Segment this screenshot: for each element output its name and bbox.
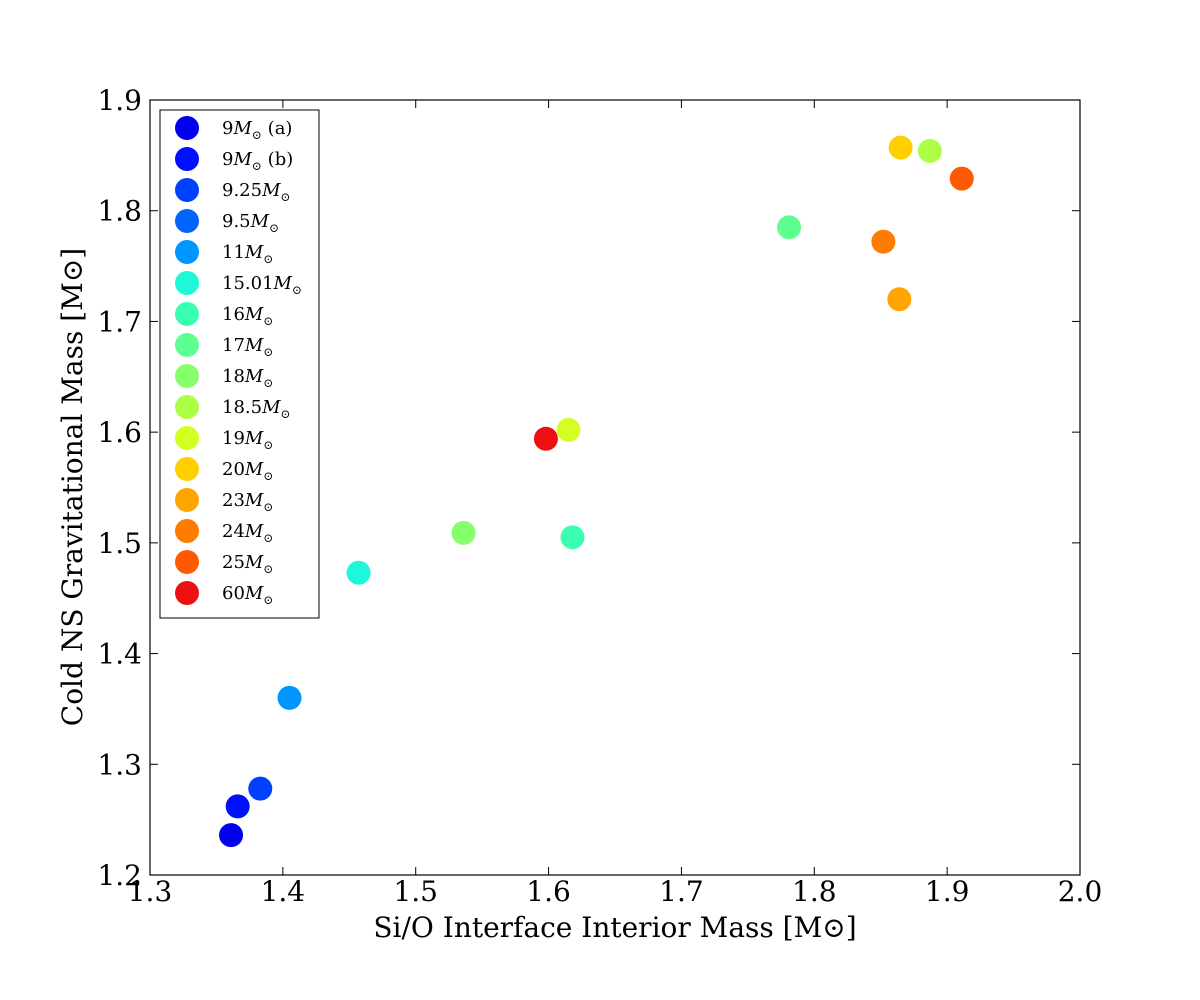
legend-label: 19M⊙ <box>222 428 273 452</box>
x-tick-label: 1.7 <box>659 875 704 908</box>
y-tick-label: 1.5 <box>97 527 142 560</box>
legend-label: 9.5M⊙ <box>222 211 279 235</box>
legend-label: 18M⊙ <box>222 366 273 390</box>
x-tick-label: 2.0 <box>1058 875 1103 908</box>
legend-label: 25M⊙ <box>222 552 273 576</box>
points-layer <box>219 135 974 848</box>
legend-marker <box>175 488 199 512</box>
legend-label: 20M⊙ <box>222 459 273 483</box>
legend-label: 9.25M⊙ <box>222 180 291 204</box>
data-point <box>949 166 974 191</box>
data-point <box>219 823 244 848</box>
x-tick-label: 1.4 <box>261 875 306 908</box>
ticks-layer: 1.3 1.4 1.5 1.6 1.7 1.8 1.9 2.01.21.31.41.51.61… <box>97 84 1102 908</box>
legend-marker <box>175 209 199 233</box>
data-point <box>871 229 896 254</box>
y-tick-label: 1.4 <box>97 638 142 671</box>
data-point <box>917 138 942 163</box>
x-tick-label: 1.5 <box>393 875 438 908</box>
data-point <box>277 685 302 710</box>
legend-marker <box>175 240 199 264</box>
data-point <box>560 525 585 550</box>
legend-marker <box>175 116 199 140</box>
legend-marker <box>175 271 199 295</box>
legend: 9M⊙ (a) 9M⊙ (b) 9.25M⊙ 9.5M⊙ 11M⊙ 15.01M⊙ 16M⊙… <box>159 109 320 619</box>
legend-label: 9M⊙ (a) <box>222 118 292 142</box>
data-point <box>248 776 273 801</box>
data-point <box>533 426 558 451</box>
y-tick-label: 1.6 <box>97 416 142 449</box>
legend-marker <box>175 457 199 481</box>
x-tick-label: 1.8 <box>792 875 837 908</box>
legend-label: 9M⊙ (b) <box>222 149 293 173</box>
x-axis-title: Si/O Interface Interior Mass [M⊙] <box>373 911 856 944</box>
legend-label: 15.01M⊙ <box>222 273 302 297</box>
y-axis-title: Cold NS Gravitational Mass [M⊙] <box>56 248 89 726</box>
x-tick-label: 1.3 <box>128 875 173 908</box>
legend-marker <box>175 395 199 419</box>
x-tick-label: 1.9 <box>925 875 970 908</box>
legend-label: 16M⊙ <box>222 304 273 328</box>
x-tick-label: 1.6 <box>526 875 571 908</box>
y-tick-label: 1.3 <box>97 748 142 781</box>
data-point <box>887 287 912 312</box>
legend-label: 24M⊙ <box>222 521 273 545</box>
legend-label: 18.5M⊙ <box>222 397 291 421</box>
legend-marker <box>175 333 199 357</box>
legend-label: 23M⊙ <box>222 490 273 514</box>
legend-marker <box>175 178 199 202</box>
legend-marker <box>175 426 199 450</box>
data-point <box>777 215 802 240</box>
y-tick-label: 1.2 <box>97 859 142 892</box>
data-point <box>888 135 913 160</box>
data-point <box>556 417 581 442</box>
data-point <box>451 520 476 545</box>
data-point <box>225 794 250 819</box>
legend-label: 17M⊙ <box>222 335 273 359</box>
data-point <box>346 560 371 585</box>
legend-label: 11M⊙ <box>222 242 273 266</box>
legend-marker <box>175 519 199 543</box>
legend-marker <box>175 302 199 326</box>
y-tick-label: 1.9 <box>97 84 142 117</box>
legend-marker <box>175 550 199 574</box>
legend-marker <box>175 364 199 388</box>
y-tick-label: 1.7 <box>97 305 142 338</box>
legend-marker <box>175 581 199 605</box>
legend-marker <box>175 147 199 171</box>
y-tick-label: 1.8 <box>97 195 142 228</box>
legend-label: 60M⊙ <box>222 583 273 607</box>
